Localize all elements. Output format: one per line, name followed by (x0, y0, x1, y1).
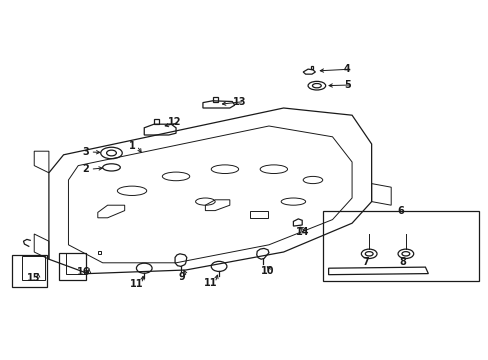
Bar (249, 211, 268, 218)
Text: 10: 10 (261, 266, 274, 276)
Text: 5: 5 (343, 80, 350, 90)
Text: 1: 1 (128, 141, 135, 151)
Text: 16: 16 (77, 267, 91, 277)
Bar (66, 253, 85, 274)
Bar (12, 255, 47, 287)
Text: 7: 7 (362, 257, 368, 267)
Bar (322, 211, 478, 281)
Bar (21, 256, 45, 280)
Text: 3: 3 (82, 147, 89, 157)
Text: 11: 11 (130, 279, 143, 289)
Text: 8: 8 (398, 257, 405, 267)
Text: 12: 12 (168, 117, 182, 127)
Text: 9: 9 (178, 272, 185, 282)
Text: 2: 2 (82, 164, 89, 174)
Bar (59, 253, 85, 280)
Text: 11: 11 (203, 278, 217, 288)
Text: 13: 13 (232, 96, 246, 107)
Text: 6: 6 (397, 206, 404, 216)
Text: 4: 4 (343, 64, 350, 74)
Text: 14: 14 (295, 227, 308, 237)
Text: 15: 15 (26, 273, 40, 283)
